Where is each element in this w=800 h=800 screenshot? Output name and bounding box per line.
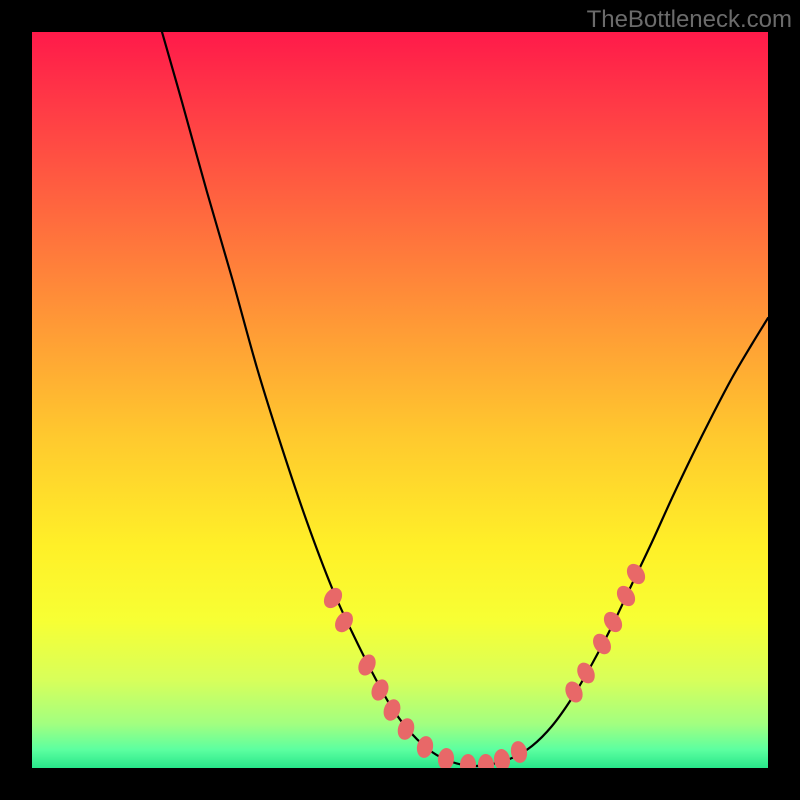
watermark-text: TheBottleneck.com	[587, 6, 792, 34]
chart-background	[32, 32, 768, 768]
bottleneck-chart	[32, 32, 768, 768]
